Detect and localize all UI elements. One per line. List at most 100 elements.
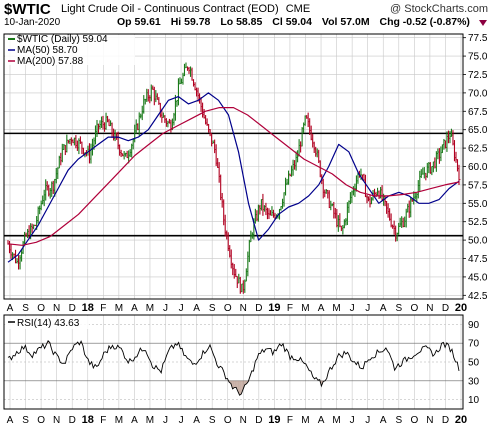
rsi-x-tick-label: M (332, 415, 340, 426)
x-tick-label: A (380, 303, 387, 314)
x-tick-label: M (115, 303, 123, 314)
brand-label[interactable]: @ StockCharts.com (390, 3, 488, 15)
title-description-group: Light Crude Oil - Continuous Contract (E… (61, 3, 310, 15)
rsi-x-tick-label: O (37, 415, 45, 426)
rsi-x-tick-label: J (163, 415, 168, 426)
x-tick-label: J (179, 303, 184, 314)
y-tick-label: 62.5 (468, 144, 488, 155)
rsi-x-tick-label: 20 (455, 414, 467, 426)
change-value: Chg -0.52 (-0.87%) (379, 16, 470, 28)
x-tick-label: A (131, 303, 138, 314)
quote-values: Op 59.61 Hi 59.78 Lo 58.85 Cl 59.04 Vol … (117, 16, 477, 28)
x-tick-label: M (301, 303, 309, 314)
rsi-x-tick-label: N (240, 415, 247, 426)
low-value: Lo 58.85 (220, 16, 263, 28)
main-grid (4, 34, 463, 299)
y-tick-label: 65.0 (468, 125, 488, 136)
legend-ma50-label: MA(50) 58.70 (17, 45, 78, 56)
x-tick-label: A (7, 303, 14, 314)
rsi-x-tick-label: F (100, 415, 106, 426)
x-tick-label: J (350, 303, 355, 314)
rsi-oversold-fill (232, 380, 235, 389)
x-tick-label: N (53, 303, 60, 314)
x-tick-label: S (209, 303, 216, 314)
x-tick-label: F (287, 303, 293, 314)
legend-background (5, 35, 135, 65)
x-tick-label: A (193, 303, 200, 314)
y-tick-label: 72.5 (468, 70, 488, 81)
y-tick-label: 50.0 (468, 236, 488, 247)
price-bars (7, 62, 461, 294)
rsi-x-tick-label: M (115, 415, 123, 426)
rsi-x-tick-label: A (193, 415, 200, 426)
rsi-x-tick-label: S (209, 415, 216, 426)
x-tick-label: A (318, 303, 325, 314)
y-tick-label: 57.5 (468, 180, 488, 191)
x-tick-label: N (240, 303, 247, 314)
rsi-oversold-fill (236, 380, 238, 392)
x-tick-label: M (332, 303, 340, 314)
rsi-x-tick-label: S (395, 415, 402, 426)
x-tick-label: N (426, 303, 433, 314)
y-tick-label: 77.5 (468, 33, 488, 44)
rsi-x-tick-label: J (350, 415, 355, 426)
rsi-x-tick-label: J (365, 415, 370, 426)
rsi-x-tick-label: D (69, 415, 76, 426)
rsi-x-tick-label: S (22, 415, 29, 426)
volume-value: Vol 57.0M (321, 16, 370, 28)
close-value: Cl 59.04 (272, 16, 312, 28)
rsi-panel-border (3, 314, 464, 410)
rsi-x-tick-label: M (301, 415, 309, 426)
x-tick-label: J (163, 303, 168, 314)
x-tick-label: 18 (82, 302, 94, 314)
rsi-x-tick-label: N (426, 415, 433, 426)
rsi-x-tick-label: M (146, 415, 154, 426)
rsi-y-tick-label: 50 (468, 358, 480, 369)
rsi-x-tick-label: A (318, 415, 325, 426)
x-tick-label: S (395, 303, 402, 314)
down-triangle-icon[interactable] (479, 20, 487, 26)
y-tick-label: 55.0 (468, 199, 488, 210)
rsi-x-tick-label: J (179, 415, 184, 426)
rsi-x-tick-label: 19 (268, 414, 280, 426)
x-tick-label: 19 (268, 302, 280, 314)
rsi-oversold-fill (241, 380, 244, 395)
rsi-x-tick-label: A (131, 415, 138, 426)
legend-price-label: $WTIC (Daily) 59.04 (17, 34, 108, 45)
rsi-oversold-fill (234, 380, 237, 388)
x-tick-label: M (146, 303, 154, 314)
x-tick-label: O (37, 303, 45, 314)
chart-header: $WTIC Light Crude Oil - Continuous Contr… (4, 0, 492, 34)
y-tick-label: 70.0 (468, 88, 488, 99)
axes: AASSOONNDD1818FFMMAAMMJJJJAASSOONNDD1919… (7, 33, 488, 426)
rsi-x-tick-label: O (224, 415, 232, 426)
y-tick-label: 60.0 (468, 162, 488, 173)
x-tick-label: 20 (455, 302, 467, 314)
x-tick-label: D (255, 303, 262, 314)
rsi-y-tick-label: 10 (468, 395, 480, 406)
rsi-x-tick-label: A (380, 415, 387, 426)
rsi-x-tick-label: O (410, 415, 418, 426)
x-tick-label: O (224, 303, 232, 314)
high-value: Hi 59.78 (170, 16, 211, 28)
indicator-lines (7, 92, 460, 396)
x-tick-label: O (410, 303, 418, 314)
rsi-y-tick-label: 90 (468, 320, 480, 331)
rsi-legend-background (5, 316, 89, 329)
x-tick-label: F (100, 303, 106, 314)
ma50-line (7, 92, 460, 263)
x-tick-label: D (69, 303, 76, 314)
y-tick-label: 45.0 (468, 272, 488, 283)
rsi-y-tick-label: 30 (468, 376, 480, 387)
main-panel-border (3, 33, 464, 300)
rsi-x-tick-label: N (53, 415, 60, 426)
rsi-y-tick-label: 70 (468, 339, 480, 350)
exchange-label: CME (285, 3, 311, 15)
y-tick-label: 52.5 (468, 217, 488, 228)
legend-ma200-label: MA(200) 57.88 (17, 56, 84, 67)
y-tick-label: 75.0 (468, 52, 488, 63)
rsi-x-tick-label: 18 (82, 414, 94, 426)
rsi-legend-label: RSI(14) 43.63 (17, 318, 80, 329)
y-tick-label: 42.5 (468, 291, 488, 302)
